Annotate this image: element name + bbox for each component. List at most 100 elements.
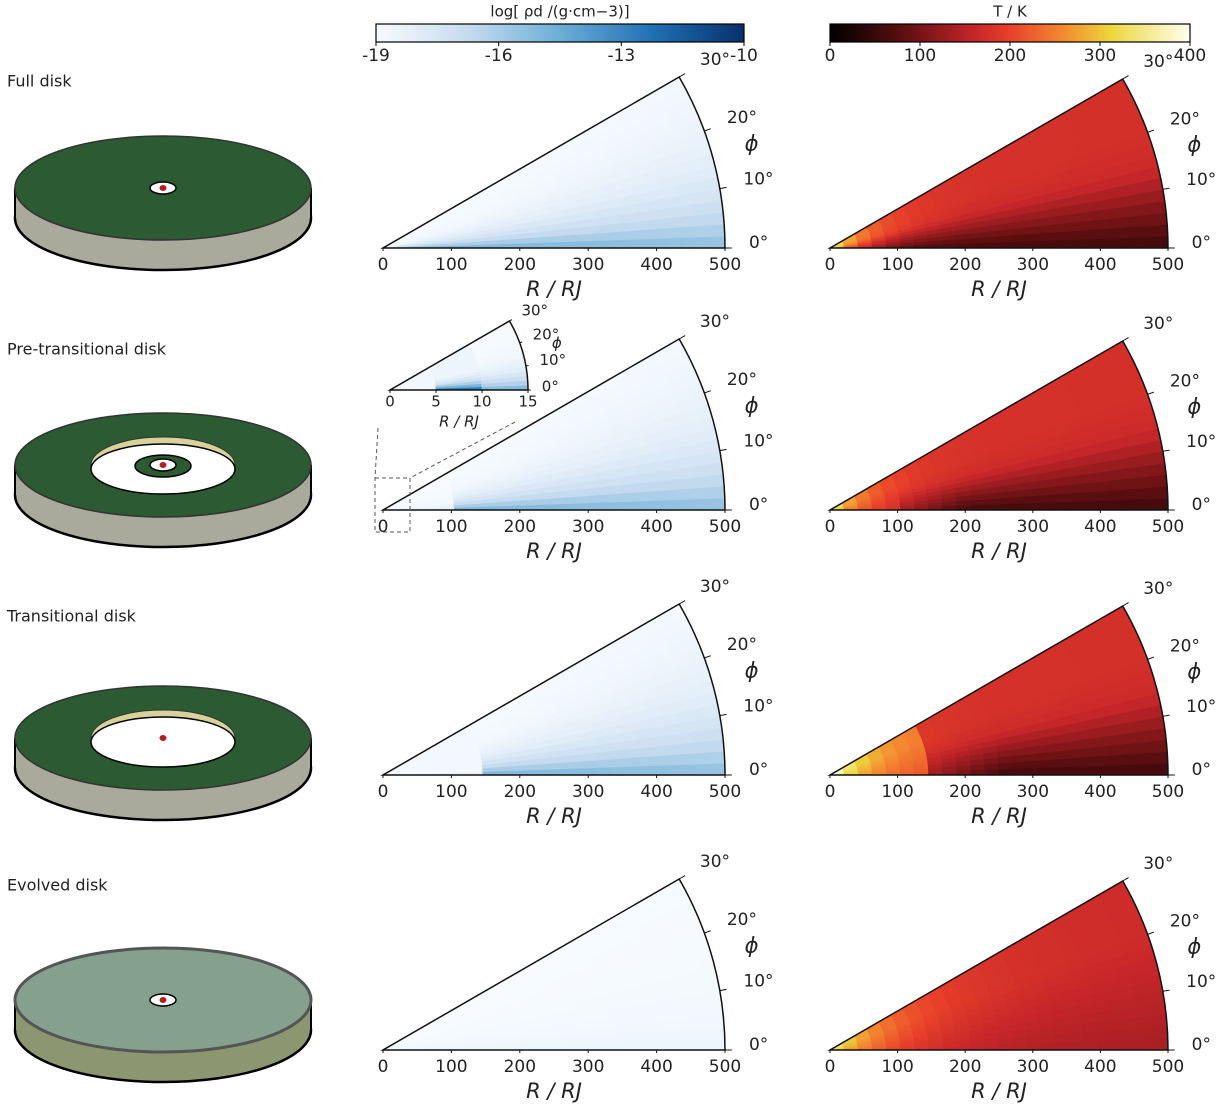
- field-cell: [1125, 753, 1140, 764]
- colorbar-tick-label: -19: [362, 46, 390, 66]
- x-axis-label: R / RJ: [971, 539, 1027, 563]
- x-tick-label: 400: [1084, 782, 1116, 802]
- colorbar-tick-label: 400: [1174, 46, 1206, 66]
- x-axis-label: R / RJ: [439, 413, 479, 431]
- field-cell: [1153, 486, 1168, 498]
- field-cell: [525, 770, 539, 775]
- field-cell: [711, 1038, 725, 1050]
- y-tick-label: 30°: [700, 852, 730, 872]
- x-tick-label: 300: [572, 517, 604, 537]
- y-tick-label: 20°: [1170, 109, 1200, 129]
- field-cell: [1154, 1038, 1168, 1050]
- field-cell: [1013, 241, 1027, 248]
- row-label: Pre-transitional disk: [7, 340, 167, 359]
- x-tick-label: 500: [709, 782, 741, 802]
- field-cell: [667, 489, 682, 500]
- x-tick-label: 500: [1152, 782, 1184, 802]
- y-tick: [510, 320, 512, 321]
- field-cell: [1083, 501, 1097, 510]
- x-tick-label: 400: [1084, 255, 1116, 275]
- field-cell: [1055, 231, 1069, 240]
- x-axis-label: R / RJ: [971, 804, 1027, 828]
- x-tick-label: 0: [378, 255, 389, 275]
- field-cell: [525, 505, 539, 510]
- field-cell: [1055, 493, 1069, 502]
- x-tick-label: 100: [881, 255, 913, 275]
- field-cell: [625, 239, 639, 248]
- field-cell: [1124, 743, 1139, 755]
- field-cell: [654, 500, 668, 510]
- field-cell: [654, 1040, 668, 1050]
- x-tick-label: 400: [640, 782, 672, 802]
- x-tick-label: 300: [1017, 782, 1049, 802]
- y-tick: [1123, 603, 1129, 606]
- field-cell: [682, 237, 696, 248]
- x-tick-label: 400: [640, 255, 672, 275]
- field-cell: [695, 741, 710, 753]
- field-cell: [639, 239, 653, 248]
- field-cell: [1153, 751, 1168, 763]
- field-cell: [1153, 1026, 1168, 1038]
- x-tick-label: 500: [1152, 517, 1184, 537]
- field-cell: [568, 768, 582, 775]
- field-cell: [554, 769, 568, 775]
- field-cell: [1110, 217, 1125, 228]
- x-tick-label: 400: [1084, 517, 1116, 537]
- field-cell: [682, 764, 696, 775]
- colorbar-tick-label: -13: [607, 46, 635, 66]
- star: [160, 997, 167, 1003]
- field-cell: [1126, 499, 1140, 510]
- y-tick: [679, 336, 685, 339]
- y-tick: [1148, 932, 1154, 934]
- field-cell: [1151, 1003, 1166, 1016]
- field-cell: [668, 1040, 682, 1050]
- field-cell: [540, 242, 554, 248]
- field-cell: [1111, 754, 1126, 765]
- x-tick-label: 0: [825, 255, 836, 275]
- x-tick-label: 500: [709, 517, 741, 537]
- x-tick-label: 200: [504, 782, 536, 802]
- field-cell: [1124, 478, 1139, 490]
- colorbar: [830, 24, 1190, 42]
- field-cell: [711, 498, 725, 510]
- colorbar-tick-label: 200: [994, 46, 1026, 66]
- field-cell: [695, 1016, 710, 1028]
- x-tick-label: 400: [640, 1057, 672, 1077]
- y-tick-label: 10°: [1186, 170, 1216, 190]
- x-tick-label: 100: [435, 782, 467, 802]
- field-cell: [666, 479, 681, 490]
- field-cell: [653, 228, 668, 238]
- field-cell: [625, 230, 640, 239]
- field-cell: [1082, 482, 1097, 492]
- field-cell: [638, 482, 653, 492]
- colorbar-label: log[ ρd /(g·cm−3)]: [490, 3, 629, 21]
- field-cell: [1069, 492, 1084, 501]
- field-cell: [971, 243, 985, 248]
- field-cell: [1139, 487, 1154, 499]
- row-label: Evolved disk: [7, 876, 108, 895]
- y-tick: [679, 74, 685, 77]
- field-cell: [568, 503, 582, 510]
- field-cell: [1110, 479, 1125, 490]
- field-cell: [682, 1039, 696, 1050]
- y-tick: [1163, 990, 1170, 991]
- y-tick-label: 30°: [521, 302, 548, 320]
- field-cell: [625, 1032, 640, 1041]
- field-cell: [1125, 226, 1140, 237]
- field-cell: [1154, 498, 1168, 510]
- row-label: Full disk: [7, 72, 72, 91]
- field-cell: [1041, 1042, 1055, 1050]
- field-cell: [1041, 494, 1055, 502]
- y-tick: [720, 714, 727, 715]
- field-cell: [597, 502, 611, 510]
- field-cell: [582, 503, 596, 510]
- field-cell: [639, 1041, 653, 1050]
- field-cell: [625, 501, 639, 510]
- field-cell: [1027, 241, 1041, 248]
- field-cell: [1055, 767, 1069, 775]
- field-cell: [1027, 503, 1041, 510]
- field-cell: [1097, 1030, 1112, 1040]
- field-cell: [1027, 760, 1041, 768]
- y-tick-label: 20°: [727, 108, 757, 128]
- y-tick-label: 0°: [749, 495, 768, 515]
